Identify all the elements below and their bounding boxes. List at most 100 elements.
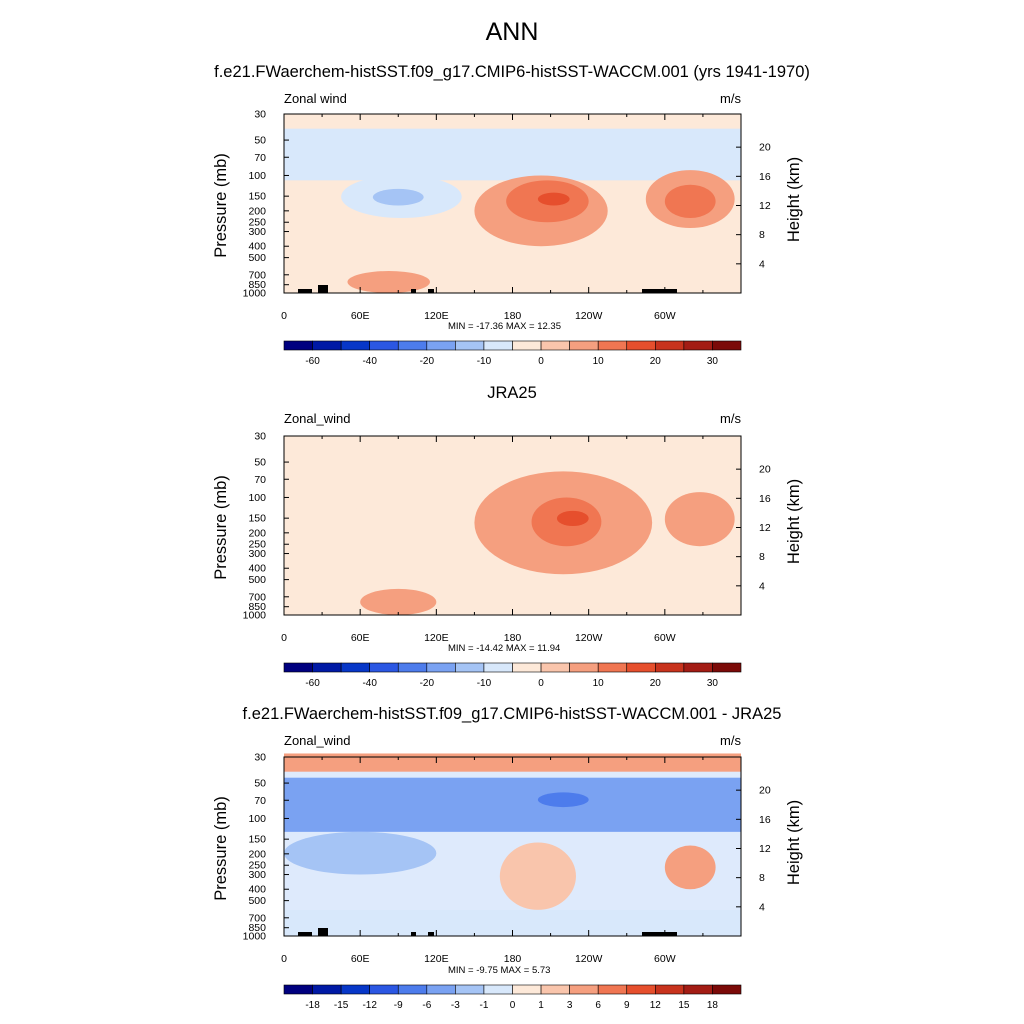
x-tick-label: 60W — [654, 632, 676, 644]
y-tick-label: 30 — [254, 109, 266, 121]
x-tick-label: 180 — [504, 310, 522, 322]
x-tick-label: 60W — [654, 310, 676, 322]
y-tick-label: 30 — [254, 431, 266, 443]
colorbar-label: 20 — [650, 356, 662, 367]
colorbar-box — [483, 984, 513, 995]
colorbar-label: -40 — [362, 678, 377, 689]
colorbar-box — [312, 984, 342, 995]
colorbar-label: -6 — [422, 1000, 431, 1011]
y-tick-label: 300 — [248, 548, 266, 560]
contour-region — [512, 568, 735, 616]
y-tick-label: 1000 — [243, 610, 267, 622]
y-tick-label: 400 — [248, 884, 266, 896]
panel-1-units: m/s — [720, 91, 741, 106]
height-tick-label: 8 — [759, 551, 765, 563]
y-tick-label: 200 — [248, 848, 266, 860]
contour-region — [372, 188, 424, 206]
y-tick-label: 500 — [248, 895, 266, 907]
contour-region — [664, 492, 735, 547]
y-tick-label: 400 — [248, 241, 266, 253]
colorbar-label: -20 — [420, 356, 435, 367]
colorbar-label: 1 — [538, 1000, 544, 1011]
colorbar-box — [712, 662, 742, 673]
panel-3-title: f.e21.FWaerchem-histSST.f09_g17.CMIP6-hi… — [242, 705, 782, 723]
topography-mask — [411, 932, 416, 936]
height-tick-label: 16 — [759, 171, 771, 183]
colorbar-box — [712, 340, 742, 351]
y-tick-label: 700 — [248, 591, 266, 603]
x-tick-label: 120W — [575, 310, 603, 322]
colorbar-label: 0 — [510, 1000, 516, 1011]
y-axis-title: Pressure (mb) — [212, 475, 230, 580]
colorbar-box — [369, 984, 399, 995]
height-tick-label: 4 — [759, 258, 765, 270]
colorbar-label: 30 — [707, 356, 719, 367]
y-tick-label: 700 — [248, 912, 266, 924]
contour-region — [284, 831, 437, 875]
colorbar-label: -15 — [334, 1000, 349, 1011]
panel-1-minmax: MIN = -17.36 MAX = 12.35 — [448, 321, 562, 332]
y-axis-title: Pressure (mb) — [212, 153, 230, 258]
y-tick-label: 300 — [248, 869, 266, 881]
panel-2-title: JRA25 — [487, 384, 537, 402]
y-tick-label: 100 — [248, 492, 266, 504]
topography-mask — [298, 289, 312, 293]
x-tick-label: 120E — [424, 953, 449, 965]
y-tick-label: 500 — [248, 252, 266, 264]
colorbar-label: -9 — [394, 1000, 403, 1011]
contour-region — [499, 842, 576, 910]
height-tick-label: 20 — [759, 464, 771, 476]
x-tick-label: 180 — [504, 953, 522, 965]
colorbar-box — [626, 984, 656, 995]
colorbar-box — [426, 984, 456, 995]
colorbar-box — [340, 984, 370, 995]
contour-region — [664, 845, 716, 890]
y-tick-label: 850 — [248, 279, 266, 291]
colorbar-label: 0 — [538, 356, 544, 367]
y-tick-label: 50 — [254, 778, 266, 790]
panel-2-units: m/s — [720, 411, 741, 426]
contour-region — [556, 510, 589, 527]
colorbar-label: -12 — [362, 1000, 377, 1011]
contour-region — [360, 588, 437, 616]
right-axis-title: Height (km) — [785, 479, 803, 564]
panel-2-variable-label: Zonal_wind — [284, 411, 351, 426]
y-tick-label: 700 — [248, 269, 266, 281]
colorbar-label: 15 — [678, 1000, 690, 1011]
right-axis-title: Height (km) — [785, 157, 803, 242]
y-tick-label: 200 — [248, 205, 266, 217]
colorbar-box — [540, 984, 570, 995]
colorbar-label: -60 — [305, 356, 320, 367]
x-tick-label: 0 — [281, 953, 287, 965]
x-tick-label: 60E — [351, 632, 370, 644]
panel-3-variable-label: Zonal_wind — [284, 733, 351, 748]
colorbar-label: -1 — [479, 1000, 488, 1011]
height-tick-label: 8 — [759, 229, 765, 241]
topography-mask — [428, 932, 434, 936]
colorbar-label: -3 — [451, 1000, 460, 1011]
colorbar-label: 18 — [707, 1000, 719, 1011]
topography-mask — [298, 932, 312, 936]
y-tick-label: 500 — [248, 574, 266, 586]
topography-mask — [642, 289, 677, 293]
y-tick-label: 250 — [248, 217, 266, 229]
panel-3-minmax: MIN = -9.75 MAX = 5.73 — [448, 965, 551, 976]
panel-3-units: m/s — [720, 733, 741, 748]
colorbar-label: 3 — [567, 1000, 573, 1011]
height-tick-label: 4 — [759, 580, 765, 592]
height-tick-label: 20 — [759, 142, 771, 154]
x-tick-label: 120E — [424, 310, 449, 322]
y-tick-label: 100 — [248, 170, 266, 182]
colorbar-box — [397, 984, 428, 995]
colorbar-box — [597, 984, 628, 995]
y-tick-label: 70 — [254, 152, 266, 164]
contour-region — [347, 497, 462, 547]
topography-mask — [411, 289, 416, 293]
height-tick-label: 12 — [759, 522, 771, 534]
contour-region — [537, 192, 570, 206]
height-tick-label: 12 — [759, 200, 771, 212]
colorbar-label: -20 — [420, 678, 435, 689]
